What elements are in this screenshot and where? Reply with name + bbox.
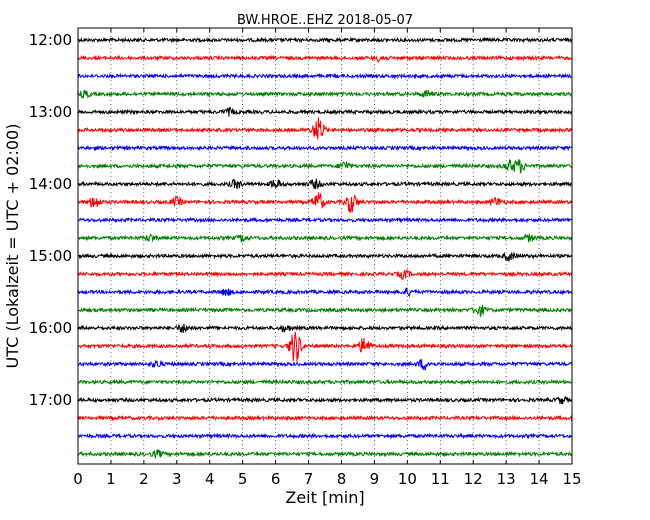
seismic-trace bbox=[77, 216, 573, 224]
axis-ticks bbox=[77, 28, 573, 464]
seismic-trace bbox=[77, 106, 573, 117]
seismic-trace bbox=[77, 192, 573, 213]
seismic-trace bbox=[77, 232, 573, 244]
y-tick-labels: 12:00 13:00 14:00 15:00 16:00 17:00 bbox=[29, 31, 72, 409]
seismic-trace bbox=[77, 54, 573, 63]
seismic-trace bbox=[77, 159, 573, 174]
grid-lines bbox=[110, 28, 540, 464]
seismic-trace bbox=[77, 432, 573, 440]
plot-frame bbox=[77, 27, 573, 465]
x-tick-label: 6 bbox=[271, 470, 281, 488]
x-tick-label: 15 bbox=[562, 470, 581, 488]
x-tick-labels: 0 1 2 3 4 5 6 7 8 9 10 11 12 13 14 15 bbox=[73, 470, 581, 488]
seismic-trace bbox=[77, 117, 573, 140]
x-tick-label: 8 bbox=[337, 470, 347, 488]
seismic-trace bbox=[77, 178, 573, 190]
seismic-trace bbox=[77, 304, 573, 318]
seismic-trace bbox=[77, 323, 573, 333]
seismic-trace bbox=[77, 144, 573, 152]
seismic-traces bbox=[77, 36, 573, 459]
seismic-trace bbox=[77, 331, 573, 363]
seismic-trace bbox=[77, 395, 573, 405]
seismic-trace bbox=[77, 251, 573, 262]
y-tick-label: 12:00 bbox=[29, 31, 72, 49]
y-axis-label: UTC (Lokalzeit = UTC + 02:00) bbox=[3, 124, 22, 369]
seismic-trace bbox=[77, 36, 573, 44]
seismic-trace bbox=[77, 378, 573, 386]
x-tick-label: 10 bbox=[398, 470, 417, 488]
x-axis-label: Zeit [min] bbox=[285, 488, 364, 507]
x-tick-label: 11 bbox=[431, 470, 450, 488]
x-tick-label: 5 bbox=[238, 470, 248, 488]
seismic-trace bbox=[77, 414, 573, 422]
x-tick-label: 3 bbox=[172, 470, 182, 488]
seismic-trace bbox=[77, 89, 573, 100]
x-tick-label: 14 bbox=[530, 470, 549, 488]
seismic-trace bbox=[77, 269, 573, 281]
x-tick-label: 12 bbox=[464, 470, 483, 488]
chart-title: BW.HROE..EHZ 2018-05-07 bbox=[237, 13, 413, 28]
x-tick-label: 1 bbox=[106, 470, 116, 488]
x-tick-label: 13 bbox=[497, 470, 516, 488]
seismic-trace bbox=[77, 449, 573, 459]
y-tick-label: 14:00 bbox=[29, 175, 72, 193]
x-tick-label: 9 bbox=[370, 470, 380, 488]
x-tick-label: 2 bbox=[139, 470, 149, 488]
y-tick-label: 13:00 bbox=[29, 103, 72, 121]
y-tick-label: 15:00 bbox=[29, 247, 72, 265]
x-tick-label: 4 bbox=[205, 470, 215, 488]
x-tick-label: 7 bbox=[304, 470, 314, 488]
seismic-trace bbox=[77, 72, 573, 80]
seismic-trace bbox=[77, 287, 573, 298]
seismic-trace bbox=[77, 359, 573, 371]
y-tick-label: 17:00 bbox=[29, 391, 72, 409]
y-tick-label: 16:00 bbox=[29, 319, 72, 337]
x-tick-label: 0 bbox=[73, 470, 83, 488]
